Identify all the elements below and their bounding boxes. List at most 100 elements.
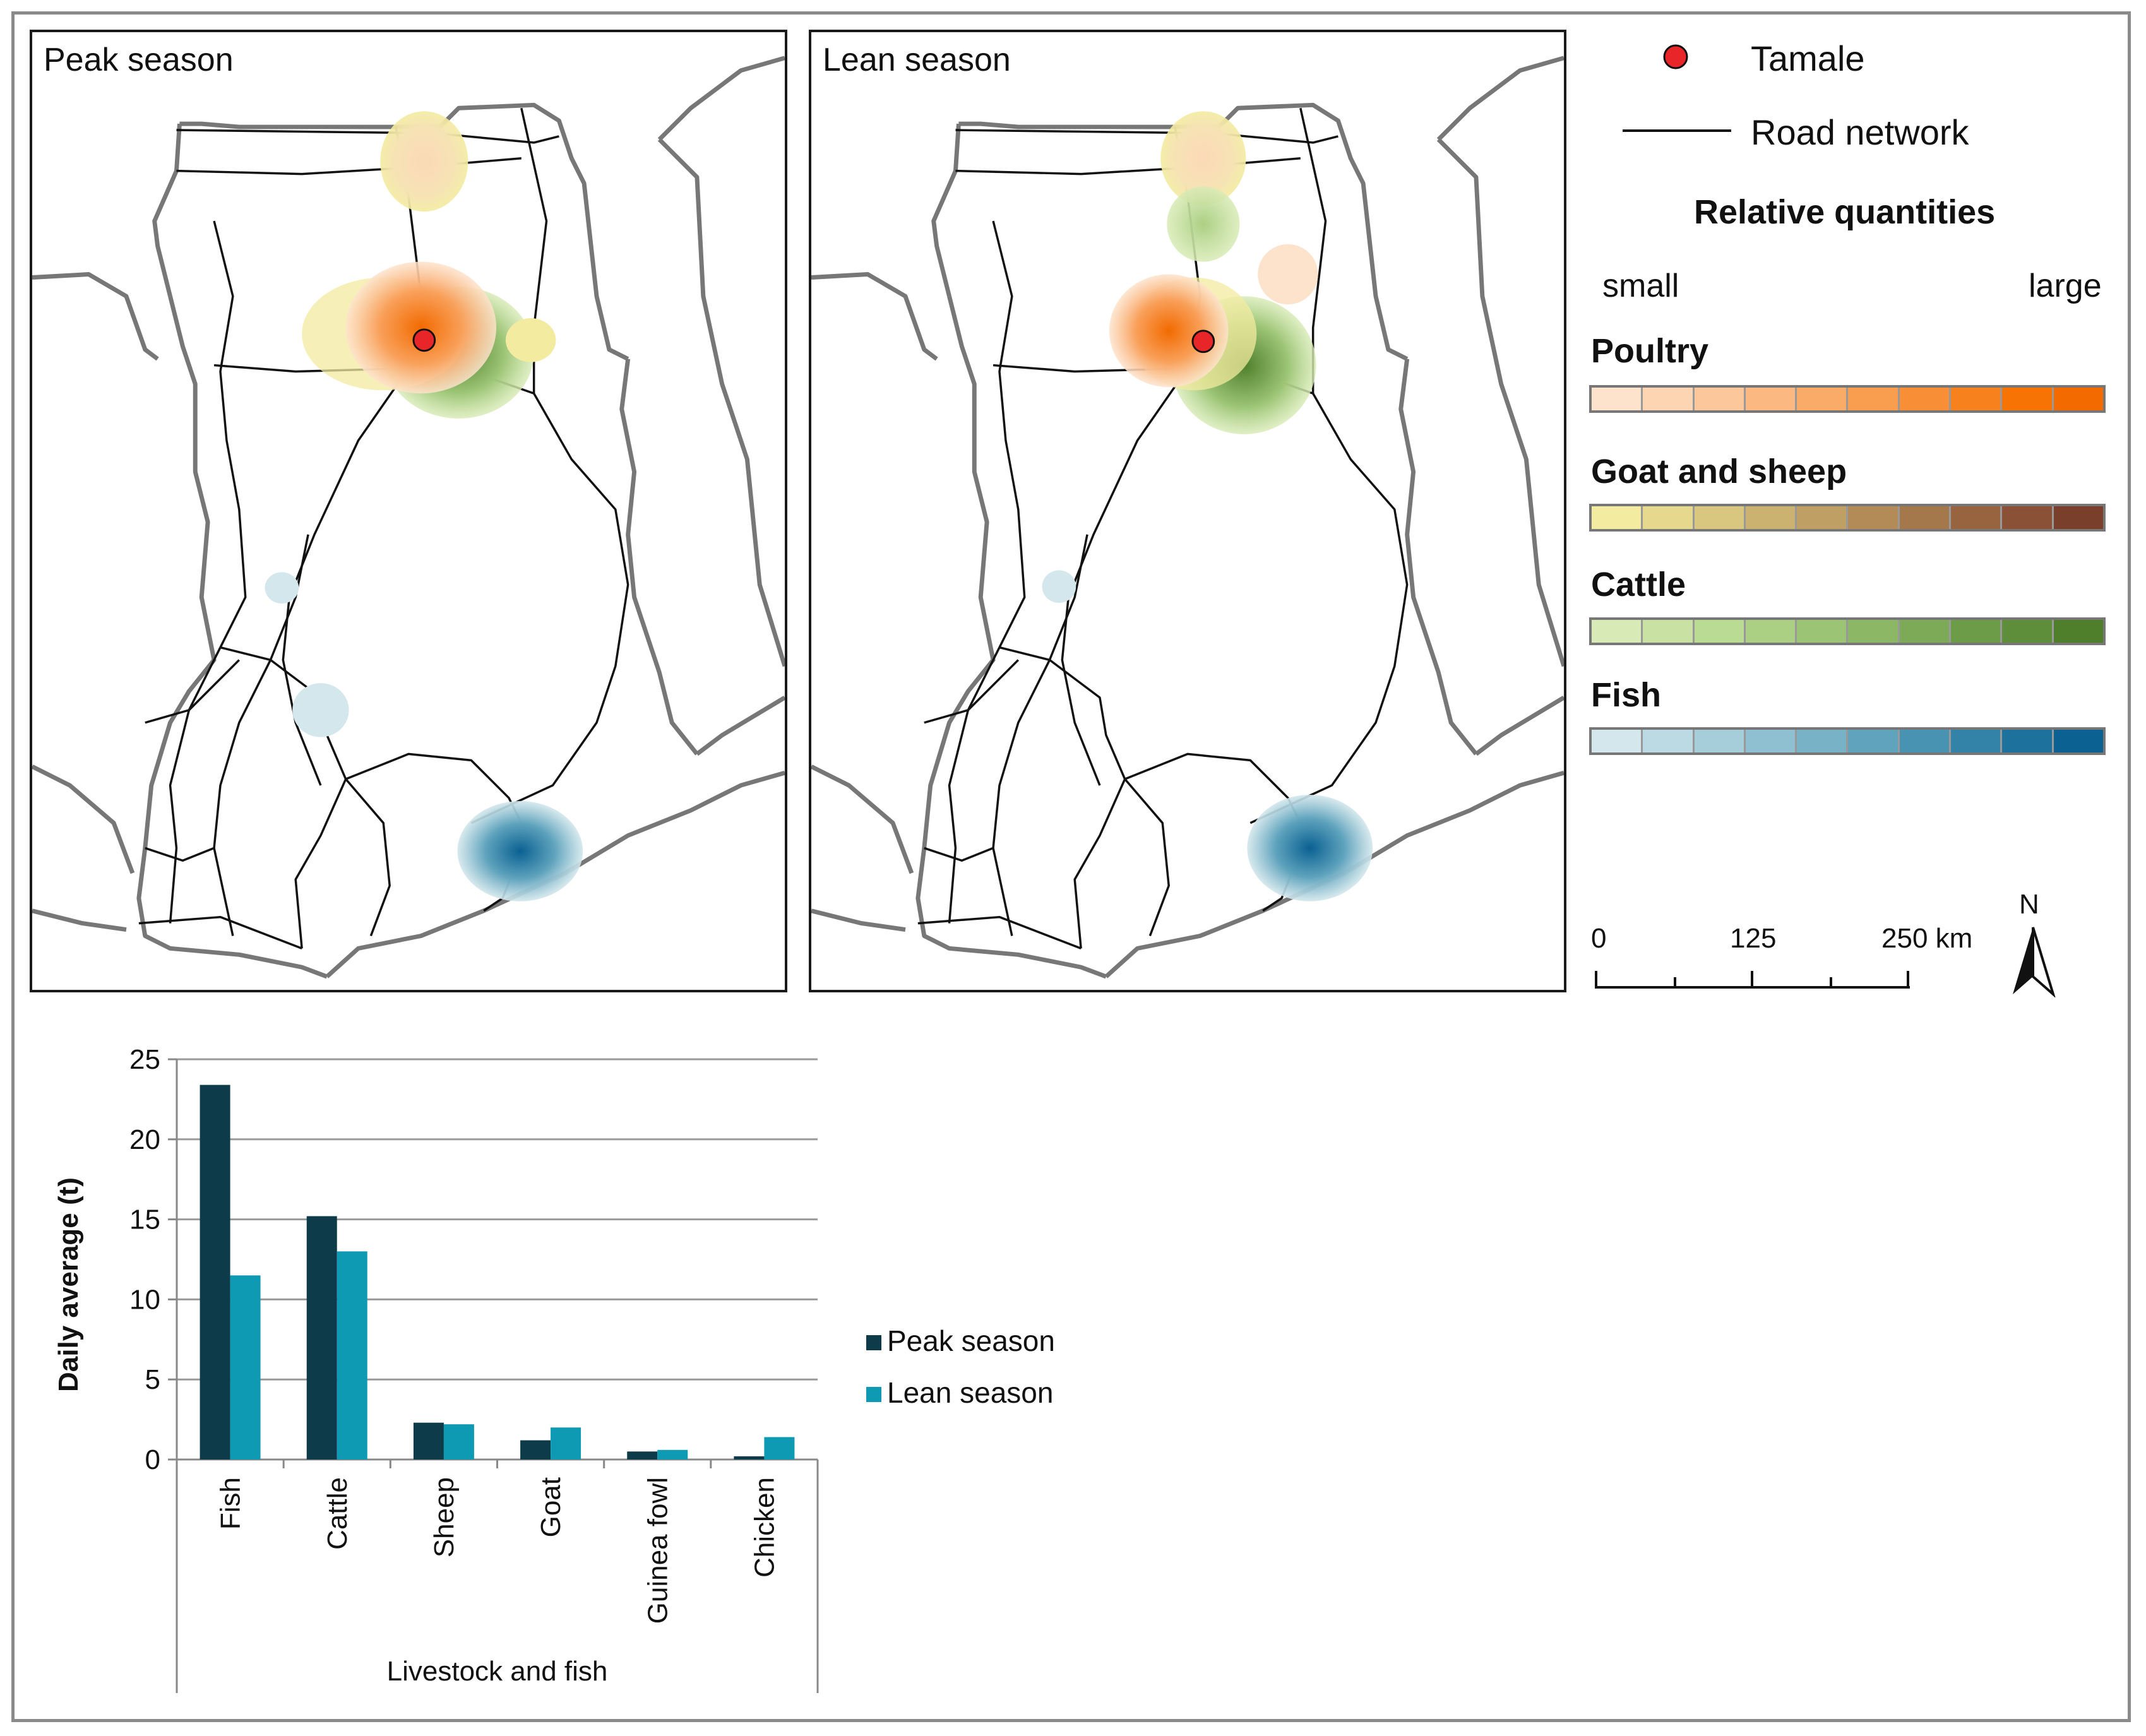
ramp-swatch-5	[1797, 388, 1849, 410]
scale-bar	[1595, 971, 1910, 989]
x-tick-label: Goat	[535, 1477, 566, 1537]
ramp-swatch-10	[2053, 730, 2103, 752]
bar-peak-season-chicken	[734, 1456, 765, 1460]
tamale-marker	[412, 328, 436, 352]
bar-peak-season-guinea-fowl	[627, 1451, 658, 1460]
legend-road-label: Road network	[1751, 112, 1969, 152]
legend-poultry-ramp	[1589, 385, 2106, 413]
ramp-swatch-3	[1694, 506, 1746, 529]
ramp-swatch-10	[2053, 620, 2103, 643]
ramp-swatch-9	[2002, 506, 2054, 529]
chart-legend-peak-swatch	[866, 1335, 881, 1350]
cluster-poultry	[345, 261, 497, 394]
country-borders	[32, 56, 785, 979]
cluster-poultry	[1109, 274, 1229, 388]
ramp-swatch-3	[1694, 620, 1746, 643]
ramp-swatch-8	[1951, 506, 2003, 529]
cluster-east	[1258, 244, 1318, 305]
ramp-swatch-2	[1643, 506, 1695, 529]
cluster-east	[505, 318, 556, 362]
cluster-fish-large	[457, 800, 583, 901]
ramp-swatch-7	[1899, 620, 1952, 643]
map-title-peak: Peak season	[44, 42, 234, 78]
ramp-swatch-10	[2053, 506, 2103, 529]
cluster-north-cattle	[1167, 186, 1240, 262]
x-tick-label: Guinea fowl	[642, 1477, 673, 1624]
ramp-swatch-1	[1592, 620, 1643, 643]
y-tick-label: 25	[129, 1044, 160, 1075]
ramp-swatch-5	[1797, 730, 1849, 752]
ramp-swatch-4	[1745, 730, 1797, 752]
bar-lean-season-cattle	[337, 1251, 367, 1460]
map-lean-season: Lean season	[809, 30, 1566, 992]
ramp-swatch-4	[1745, 506, 1797, 529]
legend-road-symbol	[1623, 129, 1731, 132]
legend-poultry-title: Poultry	[1591, 332, 1709, 370]
x-tick-label: Cattle	[322, 1477, 353, 1550]
cluster-fish-small	[1042, 570, 1076, 603]
ramp-swatch-3	[1694, 388, 1746, 410]
legend-cattle-ramp	[1589, 617, 2106, 645]
legend-tamale-symbol	[1663, 44, 1688, 69]
ramp-swatch-2	[1643, 388, 1695, 410]
ramp-swatch-1	[1592, 730, 1643, 752]
ramp-swatch-6	[1848, 506, 1900, 529]
legend-small-label: small	[1602, 268, 1679, 304]
y-tick-label: 0	[145, 1444, 160, 1475]
legend-relative-title: Relative quantities	[1694, 193, 1996, 231]
bar-peak-season-sheep	[413, 1422, 444, 1460]
legend-tamale-label: Tamale	[1751, 39, 1865, 78]
x-axis-title: Livestock and fish	[387, 1656, 608, 1687]
map-title-lean: Lean season	[823, 42, 1011, 78]
legend-goat-sheep-title: Goat and sheep	[1591, 453, 1847, 490]
ramp-swatch-7	[1899, 506, 1952, 529]
cluster-north	[380, 111, 468, 212]
y-tick-label: 20	[129, 1124, 160, 1155]
cluster-fish-large	[1247, 794, 1373, 901]
map-peak-season: Peak season	[30, 30, 787, 992]
ramp-swatch-4	[1745, 620, 1797, 643]
ramp-swatch-4	[1745, 388, 1797, 410]
bar-peak-season-goat	[520, 1440, 551, 1460]
tamale-marker	[1191, 330, 1215, 354]
ramp-swatch-1	[1592, 388, 1643, 410]
ramp-swatch-9	[2002, 730, 2054, 752]
y-tick-label: 5	[145, 1364, 160, 1395]
ramp-swatch-8	[1951, 730, 2003, 752]
ramp-swatch-6	[1848, 388, 1900, 410]
north-label: N	[2019, 889, 2039, 920]
ramp-swatch-9	[2002, 620, 2054, 643]
bar-lean-season-fish	[230, 1275, 261, 1460]
ramp-swatch-3	[1694, 730, 1746, 752]
ramp-swatch-8	[1951, 620, 2003, 643]
y-tick-label: 15	[129, 1204, 160, 1235]
cluster-north	[1160, 111, 1246, 206]
ramp-swatch-10	[2053, 388, 2103, 410]
x-tick-label: Fish	[215, 1477, 246, 1530]
ramp-swatch-5	[1797, 506, 1849, 529]
legend-fish-title: Fish	[1591, 676, 1662, 714]
chart-legend-peak-label: Peak season	[887, 1324, 1055, 1357]
ramp-swatch-5	[1797, 620, 1849, 643]
ramp-swatch-7	[1899, 388, 1952, 410]
chart-legend-lean-label: Lean season	[887, 1376, 1054, 1409]
cluster-fish-medium	[292, 683, 349, 737]
legend-fish-ramp	[1589, 727, 2106, 755]
ramp-swatch-8	[1951, 388, 2003, 410]
bar-peak-season-cattle	[306, 1216, 337, 1460]
bar-lean-season-guinea-fowl	[657, 1449, 688, 1460]
chart-legend-lean-swatch	[866, 1387, 881, 1402]
cluster-fish-small	[265, 572, 299, 604]
ramp-swatch-6	[1848, 730, 1900, 752]
x-tick-label: Sheep	[429, 1477, 460, 1557]
legend-large-label: large	[2029, 268, 2102, 304]
ramp-swatch-2	[1643, 620, 1695, 643]
bar-lean-season-chicken	[764, 1437, 795, 1460]
legend-goat-sheep-ramp	[1589, 504, 2106, 532]
bar-lean-season-goat	[551, 1427, 581, 1460]
y-axis-title: Daily average (t)	[53, 1177, 84, 1392]
ramp-swatch-7	[1899, 730, 1952, 752]
bar-lean-season-sheep	[443, 1424, 474, 1460]
scale-tick-125: 125	[1730, 923, 1777, 954]
figure-frame	[11, 11, 2131, 1722]
